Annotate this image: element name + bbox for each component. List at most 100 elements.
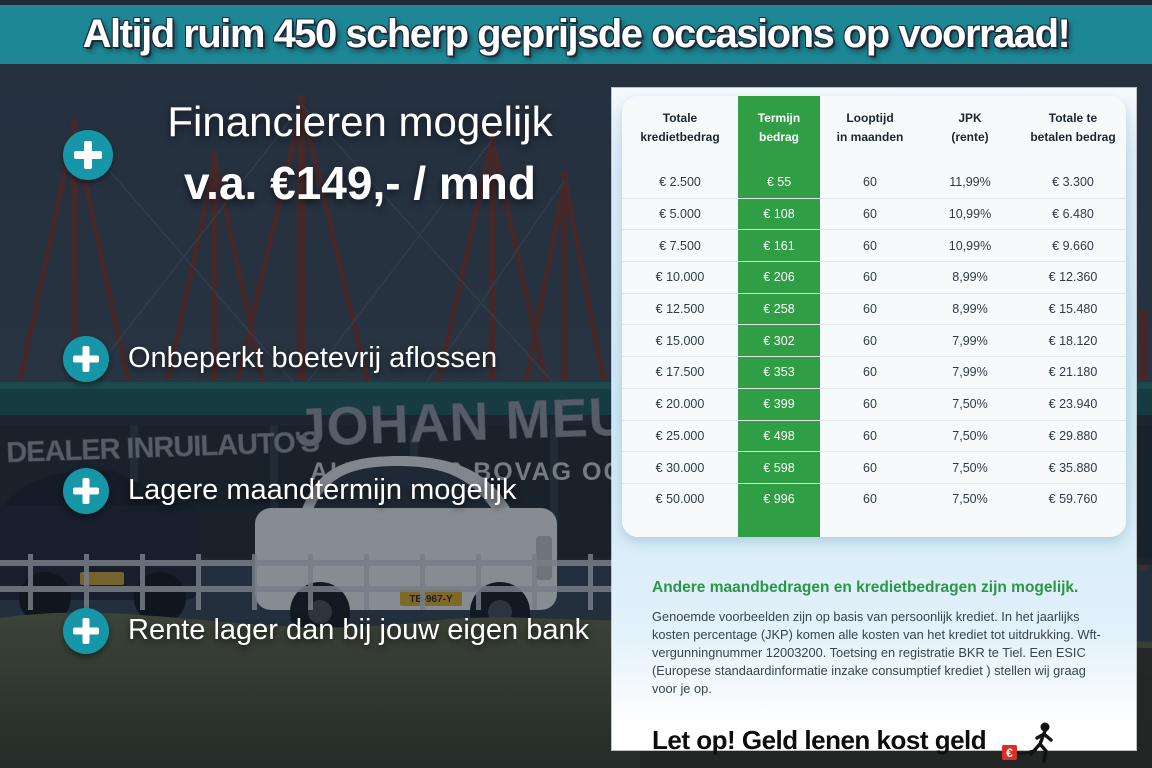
top-banner: Altijd ruim 450 scherp geprijsde occasio… <box>0 0 1152 66</box>
promo-bullet: Lagere maandtermijn mogelijk <box>128 474 517 506</box>
table-cell: € 353 <box>763 365 795 380</box>
table-cell: € 108 <box>763 207 795 222</box>
table-cell: 60 <box>863 302 877 317</box>
table-cell: 7,50% <box>952 492 988 507</box>
table-header: Termijn bedrag <box>738 109 820 166</box>
table-cell: 60 <box>863 397 877 412</box>
table-row: € 25.000 € 498 60 7,50% € 29.880 <box>622 419 1126 452</box>
header-line: kredietbedrag <box>640 129 720 144</box>
geld-lenen-kost-geld-icon: € <box>1002 722 1053 763</box>
table-cell: 60 <box>863 270 877 285</box>
table-cell: 60 <box>863 365 877 380</box>
table-cell: € 59.760 <box>1048 492 1098 507</box>
table-cell: 7,99% <box>952 365 988 380</box>
table-row: € 5.000 € 108 60 10,99% € 6.480 <box>622 197 1126 230</box>
fence <box>0 554 640 610</box>
table-row: € 10.000 € 206 60 8,99% € 12.360 <box>622 261 1126 293</box>
header-line: bedrag <box>758 129 799 144</box>
table-header: Totale kredietbedrag <box>622 109 738 166</box>
table-cell: € 23.940 <box>1048 397 1098 412</box>
header-line: Termijn <box>757 111 801 125</box>
table-cell: € 18.120 <box>1048 333 1098 348</box>
credit-warning-text: Let op! Geld lenen kost geld <box>652 725 987 756</box>
table-cell: 60 <box>863 460 877 475</box>
fascia-lip <box>0 382 1152 389</box>
table-cell: € 55 <box>766 174 792 189</box>
table-cell: € 302 <box>763 333 795 348</box>
table-cell: € 29.880 <box>1048 428 1098 443</box>
table-cell: 60 <box>863 238 877 253</box>
table-cell: € 161 <box>763 238 795 253</box>
table-row: € 30.000 € 598 60 7,50% € 35.880 <box>622 451 1126 483</box>
header-line: in maanden <box>836 129 904 144</box>
table-header: Looptijd in maanden <box>820 109 920 166</box>
white-suv: TB-967-Y <box>255 456 557 642</box>
table-cell: 60 <box>863 428 877 443</box>
table-cell: € 17.500 <box>655 365 705 380</box>
table-cell: € 258 <box>763 302 795 317</box>
table-cell: € 20.000 <box>655 397 705 412</box>
finance-panel: Totale kredietbedrag Termijn bedrag Loop… <box>612 88 1136 763</box>
table-cell: 7,50% <box>952 428 988 443</box>
table-row: € 20.000 € 399 60 7,50% € 23.940 <box>622 387 1126 420</box>
table-cell: 60 <box>863 174 877 189</box>
table-cell: € 2.500 <box>659 174 701 189</box>
table-row: € 2.500 € 55 60 11,99% € 3.300 <box>622 166 1126 198</box>
header-line: betalen bedrag <box>1030 129 1116 144</box>
table-cell: € 50.000 <box>655 492 705 507</box>
table-cell: 10,99% <box>948 238 992 253</box>
plus-icon <box>63 608 109 654</box>
table-row: € 17.500 € 353 60 7,99% € 21.180 <box>622 356 1126 388</box>
disclaimer-body: Genoemde voorbeelden zijn op basis van p… <box>652 609 1101 696</box>
table-cell: € 498 <box>763 428 795 443</box>
header-line: Totale te <box>1048 111 1098 125</box>
header-line: Totale <box>662 111 698 125</box>
table-row: € 7.500 € 161 60 10,99% € 9.660 <box>622 229 1126 261</box>
promo-bullet: Onbeperkt boetevrij aflossen <box>128 342 498 374</box>
table-cell: € 9.660 <box>1052 238 1094 253</box>
table-cell: € 12.360 <box>1048 270 1098 285</box>
table-cell: € 7.500 <box>659 238 701 253</box>
disclaimer-heading: Andere maandbedragen en kredietbedragen … <box>652 579 1079 596</box>
table-cell: € 25.000 <box>655 428 705 443</box>
table-cell: € 3.300 <box>1052 174 1094 189</box>
table-cell: 60 <box>863 492 877 507</box>
table-cell: 11,99% <box>949 174 991 189</box>
header-line: Looptijd <box>846 111 894 125</box>
table-cell: € 15.000 <box>655 333 705 348</box>
termijn-column-highlight <box>738 96 820 537</box>
table-cell: 8,99% <box>952 302 988 317</box>
header-line: (rente) <box>951 129 989 144</box>
promo-headline: Financieren mogelijk <box>167 98 553 145</box>
promo-headline-block: Financieren mogelijk v.a. €149,- / mnd <box>100 98 620 210</box>
promo-bullet: Rente lager dan bij jouw eigen bank <box>128 614 590 646</box>
promo-price-line: v.a. €149,- / mnd <box>184 157 536 209</box>
table-row: € 50.000 € 996 60 7,50% € 59.760 <box>622 482 1126 515</box>
table-rows: € 2.500 € 55 60 11,99% € 3.300 € 5.000 € 108 60… <box>622 166 1126 515</box>
plus-icon <box>63 130 113 180</box>
table-row: € 15.000 € 302 60 7,99% € 18.120 <box>622 324 1126 356</box>
table-cell: € 399 <box>763 397 795 412</box>
svg-text:€: € <box>1006 746 1013 760</box>
table-cell: 7,50% <box>952 460 988 475</box>
table-cell: € 6.480 <box>1052 207 1094 222</box>
table-cell: € 12.500 <box>655 302 705 317</box>
table-row: € 12.500 € 258 60 8,99% € 15.480 <box>622 292 1126 325</box>
table-cell: € 10.000 <box>655 270 705 285</box>
license-plate <box>400 590 462 606</box>
table-cell: 60 <box>863 333 877 348</box>
table-cell: 60 <box>863 207 877 222</box>
license-plate-text: TB-967-Y <box>409 594 453 605</box>
table-cell: € 5.000 <box>659 207 701 222</box>
table-cell: € 598 <box>763 460 795 475</box>
table-cell: 7,50% <box>952 397 988 412</box>
plus-icon <box>63 336 109 382</box>
table-cell: € 15.480 <box>1048 302 1098 317</box>
table-cell: € 206 <box>763 270 795 285</box>
plus-icon <box>63 468 109 514</box>
table-cell: 8,99% <box>952 270 988 285</box>
table-header-row: Totale kredietbedrag Termijn bedrag Loop… <box>622 96 1126 166</box>
cables <box>73 104 566 393</box>
table-cell: € 30.000 <box>655 460 705 475</box>
